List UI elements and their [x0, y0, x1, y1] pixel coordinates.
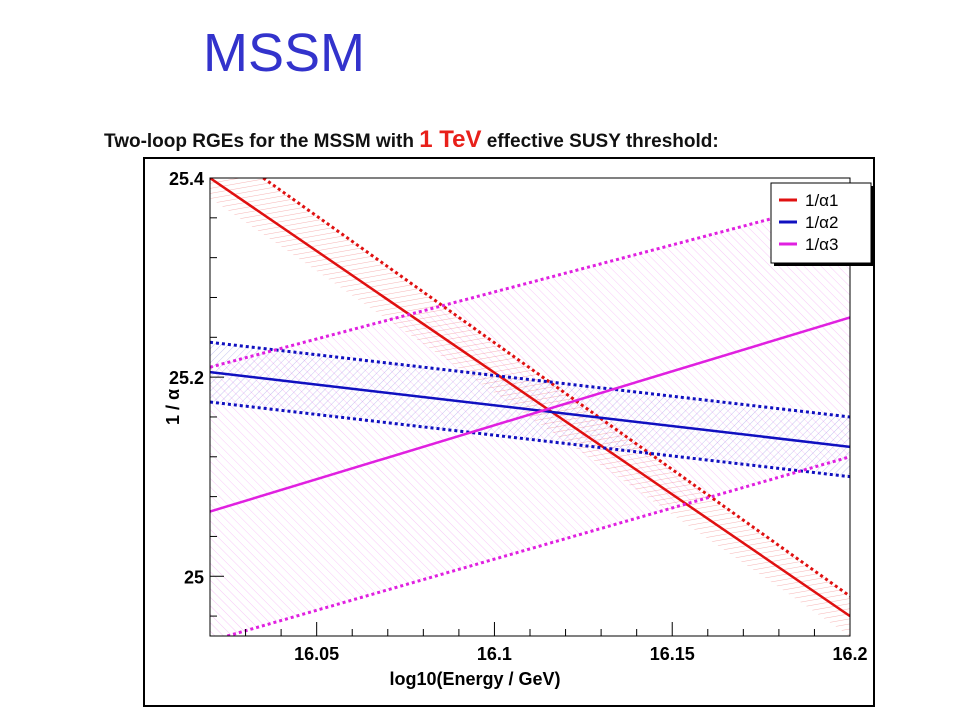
series-upper-1: [262, 178, 850, 598]
series-line-2: [210, 370, 850, 449]
series-line-3: [210, 316, 850, 513]
subtitle-text: Two-loop RGEs for the MSSM with: [104, 131, 420, 152]
axis-ticks: 16.05 16.1 16.15 16.2 25 25.2 25.4: [169, 169, 868, 664]
x-tick-label: 16.05: [294, 644, 339, 664]
legend: 1/α1 1/α2 1/α3: [770, 182, 873, 266]
series-lines: [210, 178, 850, 636]
x-tick-label: 16.1: [477, 644, 512, 664]
series-upper-3: [210, 196, 850, 369]
subtitle-text-end: effective SUSY threshold:: [481, 131, 719, 152]
y-tick-label: 25.2: [169, 368, 204, 388]
series-upper-2: [210, 340, 850, 419]
series-line-1: [210, 178, 850, 618]
legend-label-2: 1/α2: [805, 213, 838, 232]
subtitle-highlight: 1 TeV: [419, 126, 482, 153]
coupling-unification-chart: 16.05 16.1 16.15 16.2 25 25.2 25.4 1 / α log10…: [163, 169, 873, 689]
series-lower-2: [210, 400, 850, 479]
y-axis-title: 1 / α: [163, 389, 183, 425]
slide-title: MSSM: [203, 23, 365, 83]
chart-subtitle: Two-loop RGEs for the MSSM with 1 TeV ef…: [104, 126, 719, 154]
legend-label-3: 1/α3: [805, 235, 838, 254]
x-axis-title: log10(Energy / GeV): [389, 669, 560, 689]
x-tick-label: 16.15: [650, 644, 695, 664]
band-3: [210, 197, 850, 636]
y-tick-label: 25: [184, 567, 204, 587]
legend-label-1: 1/α1: [805, 191, 838, 210]
x-tick-label: 16.2: [832, 644, 867, 664]
y-tick-label: 25.4: [169, 169, 204, 189]
chart-frame: 16.05 16.1 16.15 16.2 25 25.2 25.4 1 / α log10…: [143, 157, 875, 707]
series-lower-3: [221, 455, 850, 636]
